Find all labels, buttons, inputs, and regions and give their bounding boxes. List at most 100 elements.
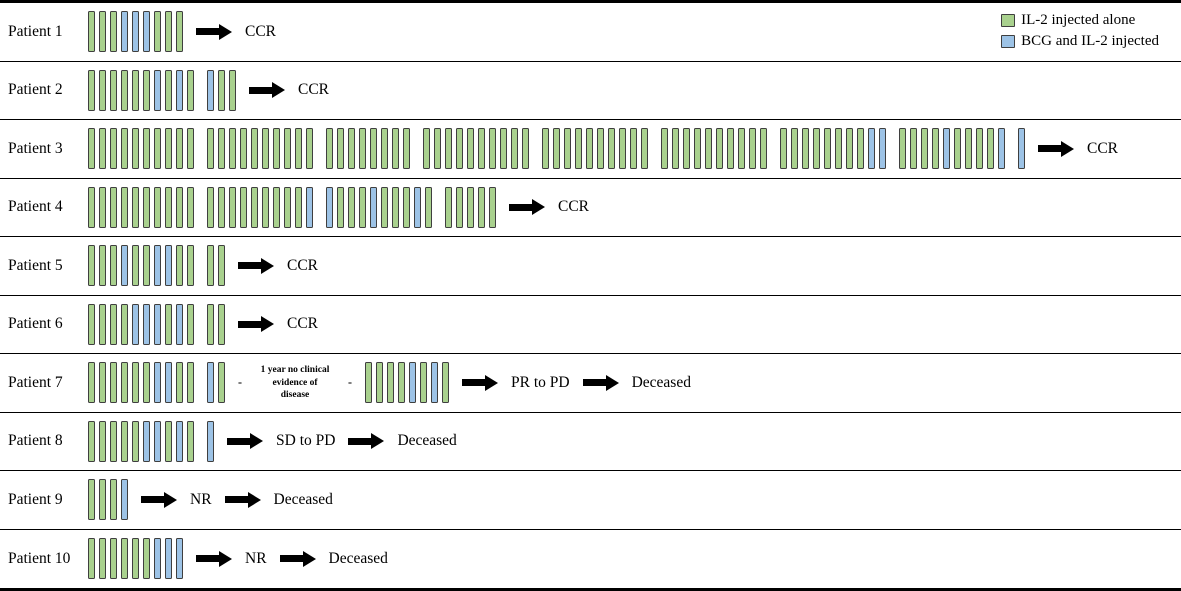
arrow-icon	[249, 82, 285, 99]
patient-label: Patient 1	[8, 22, 63, 40]
bar-il2-alone	[165, 303, 172, 345]
bar-il2-alone	[121, 303, 128, 345]
bar-il2-alone	[143, 538, 150, 580]
treatment-sequence: NR Deceased	[88, 538, 388, 580]
bar-il2-alone	[780, 128, 787, 170]
injection-course	[88, 538, 183, 580]
arrow-icon	[238, 257, 274, 274]
bar-il2-alone	[121, 186, 128, 228]
bar-il2-alone	[165, 186, 172, 228]
bar-il2-alone	[110, 186, 117, 228]
bar-il2-alone	[846, 128, 853, 170]
bar-il2-alone	[143, 128, 150, 170]
bar-bcg-il2	[132, 11, 139, 53]
patient-row: Patient 6 CCR	[0, 296, 1181, 354]
bar-il2-alone	[99, 128, 106, 170]
arrow-shaft	[279, 555, 303, 563]
injection-course	[542, 128, 648, 170]
patient-label: Patient 2	[8, 81, 63, 99]
patient-row: Patient 4 CCR	[0, 179, 1181, 237]
arrow-icon	[462, 374, 498, 391]
treatment-sequence: SD to PD Deceased	[88, 420, 457, 462]
legend: IL-2 injected alone BCG and IL-2 injected	[1001, 12, 1159, 50]
bar-il2-alone	[478, 128, 485, 170]
bar-bcg-il2	[154, 420, 161, 462]
bar-il2-alone	[240, 128, 247, 170]
arrow-icon	[196, 550, 232, 567]
bar-il2-alone	[392, 186, 399, 228]
patient-row: Patient 5 CCR	[0, 237, 1181, 296]
bar-il2-alone	[207, 245, 214, 287]
bar-il2-alone	[88, 479, 95, 521]
bar-il2-alone	[273, 128, 280, 170]
bar-il2-alone	[921, 128, 928, 170]
arrow-head	[261, 316, 274, 333]
arrow-head	[219, 550, 232, 567]
patient-row: Patient 1 CCR	[0, 3, 1181, 62]
bar-il2-alone	[727, 128, 734, 170]
bar-il2-alone	[187, 186, 194, 228]
arrow-head	[247, 491, 261, 508]
annotation-line: evidence of	[272, 377, 318, 388]
bar-il2-alone	[403, 128, 410, 170]
bar-il2-alone	[376, 362, 383, 404]
bar-il2-alone	[176, 186, 183, 228]
legend-item: IL-2 injected alone	[1001, 12, 1159, 29]
bar-il2-alone	[218, 69, 225, 111]
annotation-text: 1 year no clinical evidence of disease	[248, 364, 342, 401]
bar-il2-alone	[88, 69, 95, 111]
injection-course	[88, 362, 194, 404]
bar-il2-alone	[165, 420, 172, 462]
bar-il2-alone	[99, 479, 106, 521]
bar-il2-alone	[218, 303, 225, 345]
bar-il2-alone	[121, 69, 128, 111]
bar-il2-alone	[630, 128, 637, 170]
arrow-head	[250, 433, 263, 450]
patient-row: Patient 3 CCR	[0, 120, 1181, 179]
arrow-shaft	[249, 86, 272, 94]
bar-il2-alone	[813, 128, 820, 170]
injection-course	[88, 11, 183, 53]
arrow-head	[219, 23, 232, 40]
injection-course	[88, 303, 194, 345]
bar-il2-alone	[553, 128, 560, 170]
outcome-text: CCR	[298, 81, 330, 99]
arrow-icon	[196, 23, 232, 40]
arrow-shaft	[462, 379, 485, 387]
bar-il2-alone	[359, 186, 366, 228]
outcome-text: CCR	[558, 198, 590, 216]
injection-course	[365, 362, 449, 404]
bar-il2-alone	[132, 69, 139, 111]
bar-il2-alone	[932, 128, 939, 170]
bar-bcg-il2	[154, 69, 161, 111]
bar-bcg-il2	[207, 362, 214, 404]
bar-il2-alone	[445, 128, 452, 170]
arrow-shaft	[582, 379, 606, 387]
bar-il2-alone	[306, 128, 313, 170]
bar-bcg-il2	[868, 128, 875, 170]
bar-il2-alone	[132, 420, 139, 462]
bar-il2-alone	[705, 128, 712, 170]
injection-course	[207, 303, 225, 345]
annotation-line: disease	[280, 389, 310, 400]
bar-bcg-il2	[431, 362, 438, 404]
patient-label: Patient 7	[8, 373, 63, 391]
bar-bcg-il2	[154, 362, 161, 404]
bar-il2-alone	[218, 245, 225, 287]
arrow-icon	[279, 550, 316, 567]
bar-il2-alone	[132, 128, 139, 170]
outcome-text: SD to PD	[276, 432, 336, 450]
bar-il2-alone	[99, 186, 106, 228]
bar-il2-alone	[99, 362, 106, 404]
bar-il2-alone	[154, 11, 161, 53]
bar-bcg-il2	[176, 420, 183, 462]
bar-bcg-il2	[207, 69, 214, 111]
injection-course	[88, 245, 194, 287]
bar-il2-alone	[132, 538, 139, 580]
bar-il2-alone	[165, 128, 172, 170]
arrow-head	[1061, 140, 1074, 157]
patient-row: Patient 8 SD to PD Deceased	[0, 413, 1181, 471]
bar-bcg-il2	[998, 128, 1005, 170]
bar-il2-alone	[910, 128, 917, 170]
bar-il2-alone	[392, 128, 399, 170]
